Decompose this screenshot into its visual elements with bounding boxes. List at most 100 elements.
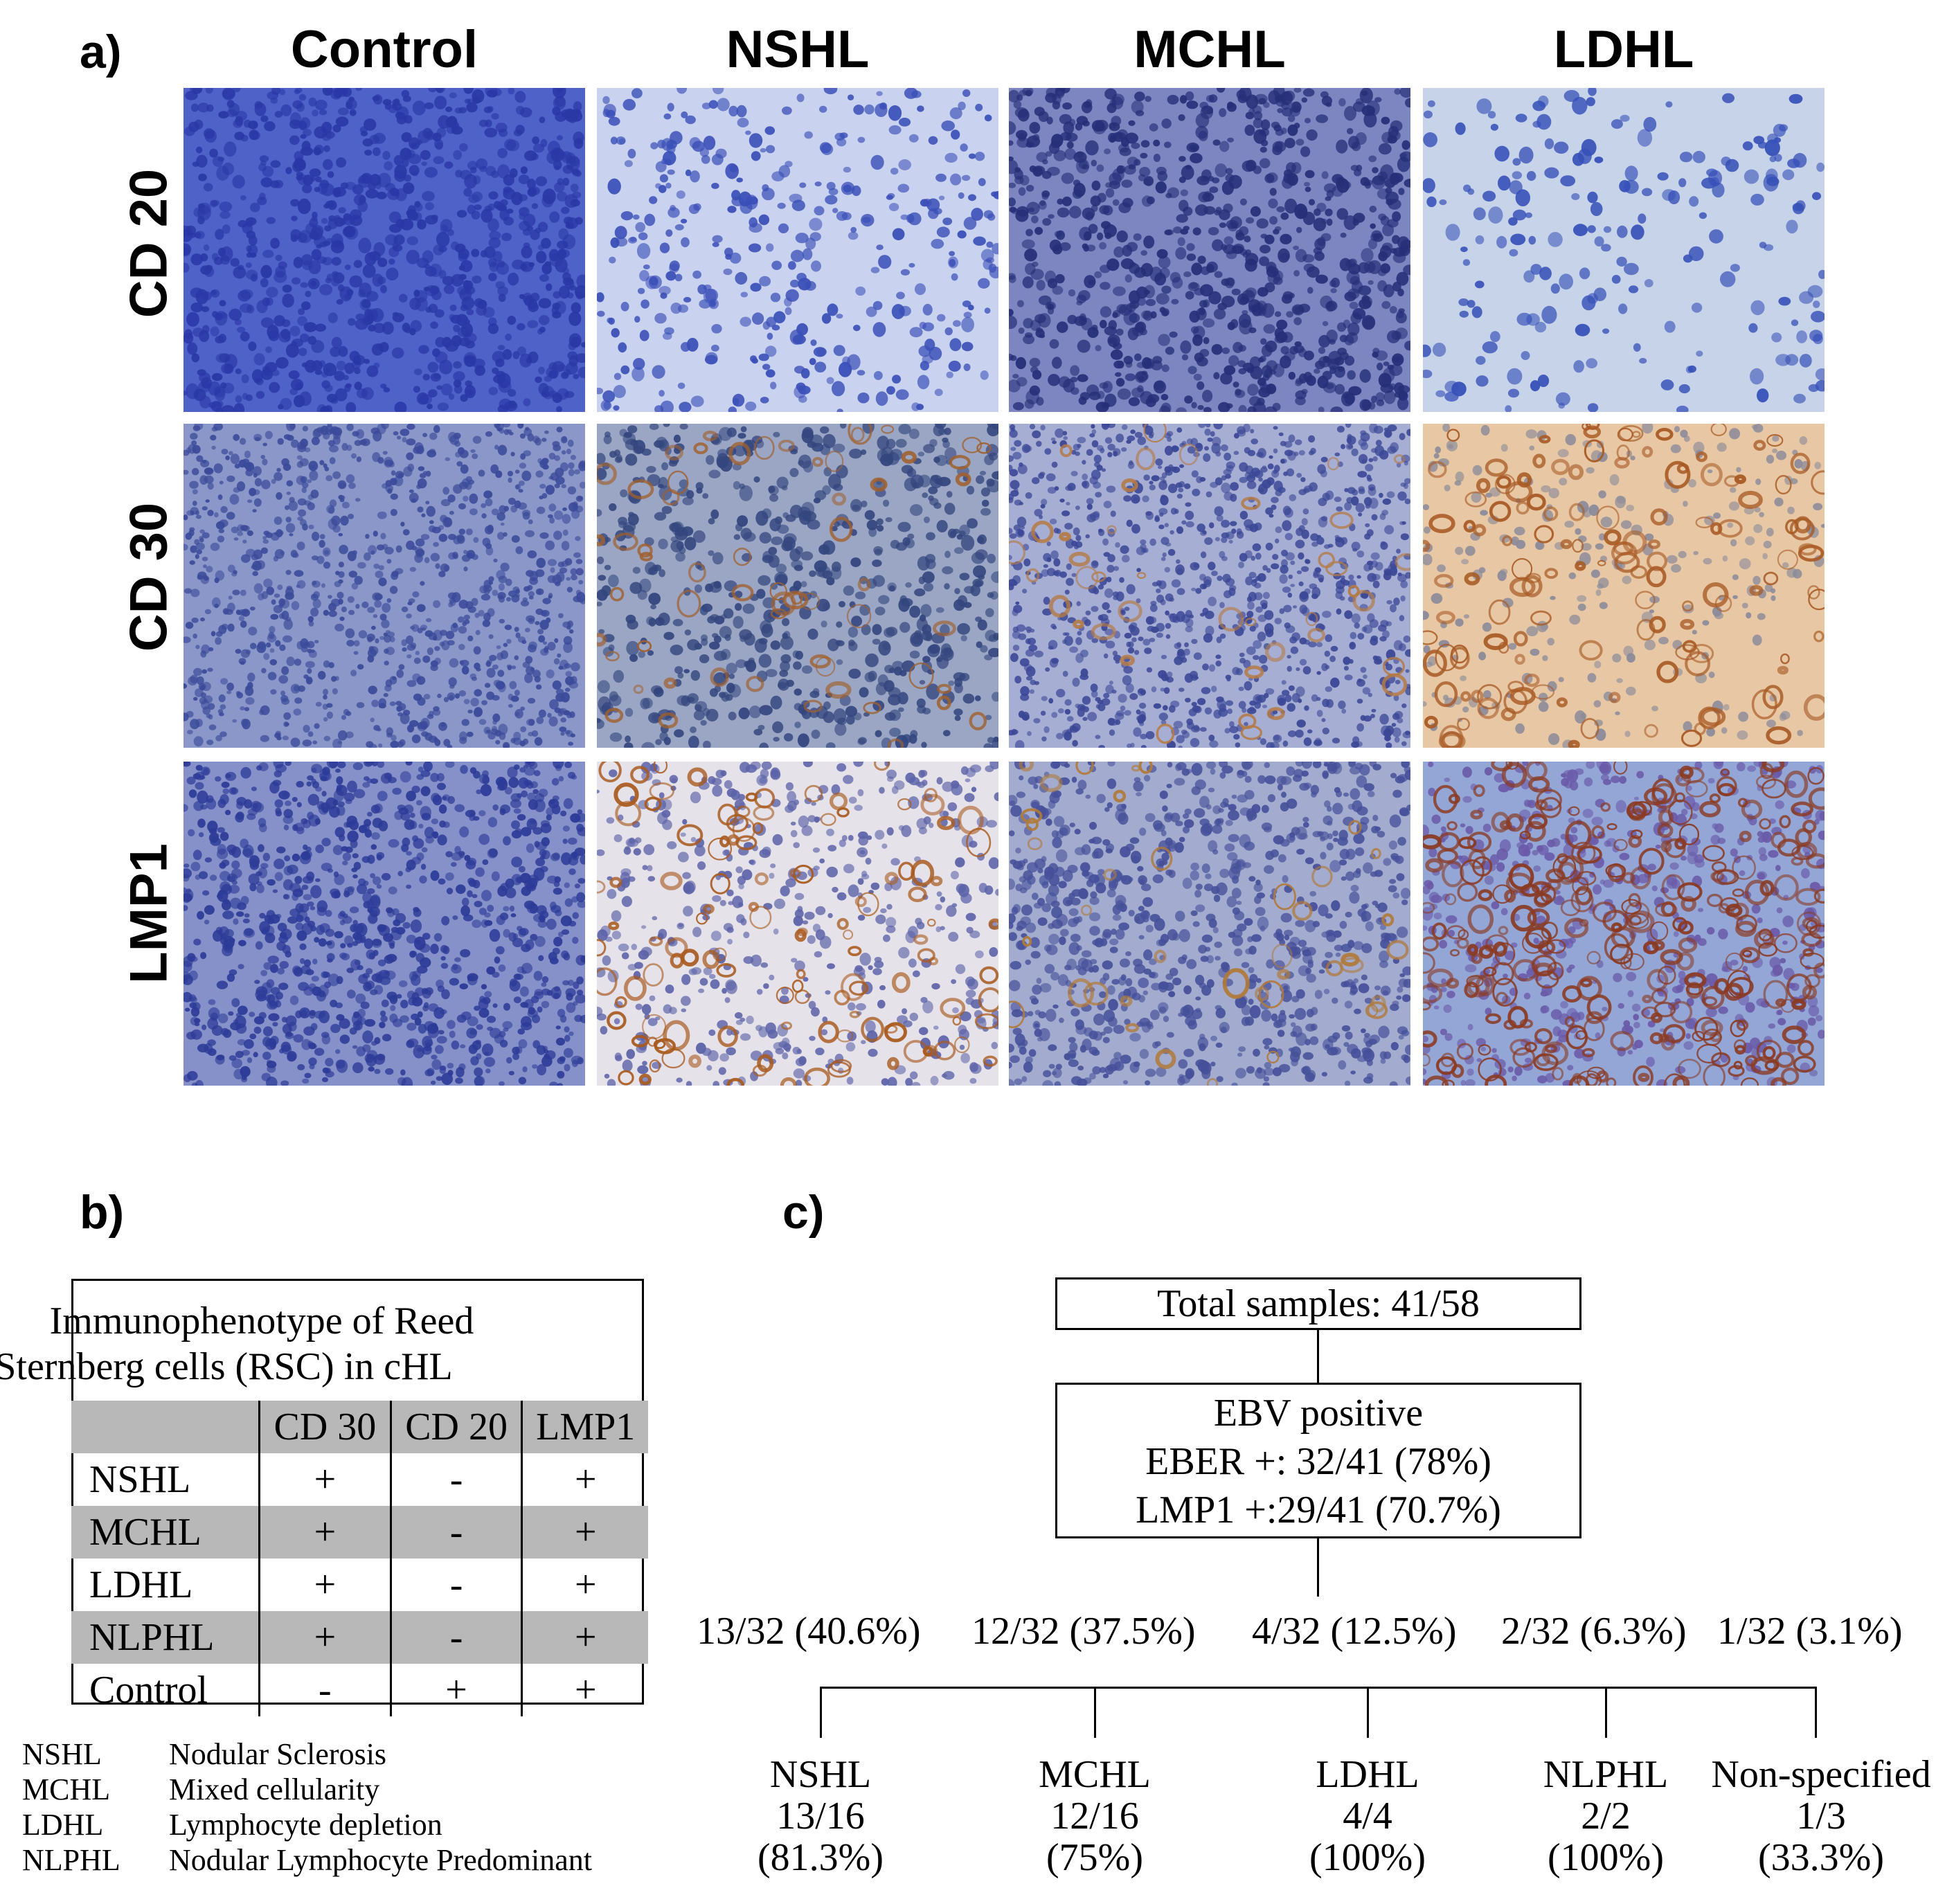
legend-full: Nodular Lymphocyte Predominant <box>169 1843 592 1877</box>
ebv-title: EBV positive <box>1213 1392 1424 1435</box>
table-header-row: CD 30 CD 20 LMP1 <box>71 1401 648 1453</box>
cell-cd20: - <box>389 1453 522 1506</box>
cell-lmp1: + <box>521 1453 648 1506</box>
cell-cd20: - <box>389 1559 522 1611</box>
cell-lmp1: + <box>521 1611 648 1664</box>
micrograph-lmp1-mchl <box>1009 762 1410 1086</box>
bracket-tick <box>1605 1687 1607 1738</box>
legend-item: NLPHL Nodular Lymphocyte Predominant <box>22 1842 592 1878</box>
legend-full: Lymphocyte depletion <box>169 1808 442 1842</box>
micrograph-lmp1-ldhl <box>1423 762 1825 1086</box>
table-header-empty <box>71 1401 260 1453</box>
table-row: NLPHL + - + <box>71 1611 648 1664</box>
row-name: MCHL <box>71 1506 260 1559</box>
leaf-name: NLPHL <box>1543 1753 1669 1796</box>
table-title: Immunophenotype of Reed Sternberg cells … <box>0 1298 532 1390</box>
legend-abbr: NSHL <box>22 1737 102 1771</box>
leaf-mchl: MCHL 12/16 (75%) <box>970 1754 1219 1878</box>
column-header-ldhl: LDHL <box>1553 20 1694 79</box>
legend-abbr: NLPHL <box>22 1843 120 1877</box>
abbreviation-legend: NSHL Nodular Sclerosis MCHL Mixed cellular… <box>22 1736 592 1878</box>
column-header-mchl: MCHL <box>1133 20 1286 79</box>
leaf-name: MCHL <box>1039 1753 1151 1796</box>
legend-full: Mixed cellularity <box>169 1772 380 1806</box>
legend-full: Nodular Sclerosis <box>169 1737 387 1771</box>
table-header-cd30: CD 30 <box>258 1401 391 1453</box>
percentage-mchl: 12/32 (37.5%) <box>971 1610 1196 1653</box>
bracket-tick <box>820 1687 822 1738</box>
row-name: NSHL <box>89 1458 191 1501</box>
legend-item: MCHL Mixed cellularity <box>22 1772 592 1807</box>
table-header-cd20: CD 20 <box>389 1401 522 1453</box>
leaf-ratio: 12/16 <box>1050 1795 1139 1838</box>
column-header-nshl: NSHL <box>726 20 870 79</box>
percentage-nshl: 13/32 (40.6%) <box>697 1610 921 1653</box>
leaf-pct: (81.3%) <box>758 1836 884 1879</box>
table-row: LDHL + - + <box>71 1559 648 1611</box>
micrograph-cd20-ldhl <box>1423 88 1825 412</box>
cell-cd30: + <box>258 1506 391 1559</box>
cell-cd30: + <box>258 1611 391 1664</box>
legend-item: NSHL Nodular Sclerosis <box>22 1736 592 1772</box>
table-header-lmp1: LMP1 <box>521 1401 648 1453</box>
leaf-name: LDHL <box>1316 1753 1419 1796</box>
leaf-non-specified: Non-specified 1/3 (33.3%) <box>1696 1754 1946 1878</box>
leaf-nlphl: NLPHL 2/2 (100%) <box>1481 1754 1730 1878</box>
panel-a-letter: a) <box>80 26 122 78</box>
ebv-positive-box: EBV positive EBER +: 32/41 (78%) LMP1 +:… <box>1055 1383 1581 1538</box>
bracket-horizontal <box>820 1687 1817 1689</box>
cell-lmp1: + <box>521 1664 648 1716</box>
leaf-name: NSHL <box>769 1753 872 1796</box>
immunophenotype-table: CD 30 CD 20 LMP1 NSHL + - + MCHL + - + L… <box>71 1401 648 1716</box>
table-row: NSHL + - + <box>71 1453 648 1506</box>
leaf-ratio: 2/2 <box>1581 1795 1631 1838</box>
cell-cd30: - <box>258 1664 391 1716</box>
legend-abbr: MCHL <box>22 1772 111 1806</box>
connector-line <box>1317 1538 1319 1597</box>
cell-lmp1: + <box>521 1506 648 1559</box>
leaf-pct: (100%) <box>1309 1836 1426 1879</box>
cell-cd30: + <box>258 1453 391 1506</box>
row-header-cd30: CD 30 <box>119 502 179 652</box>
percentage-nlphl: 2/32 (6.3%) <box>1501 1610 1687 1653</box>
micrograph-cd30-mchl <box>1009 424 1410 748</box>
row-name: NLPHL <box>71 1611 260 1664</box>
table-title-line2: Sternberg cells (RSC) in cHL <box>0 1345 453 1388</box>
micrograph-cd20-control <box>183 88 585 412</box>
bracket-tick <box>1815 1687 1817 1738</box>
bracket-tick <box>1367 1687 1369 1738</box>
micrograph-cd30-control <box>183 424 585 748</box>
leaf-ldhl: LDHL 4/4 (100%) <box>1243 1754 1492 1878</box>
leaf-ratio: 4/4 <box>1343 1795 1392 1838</box>
leaf-pct: (33.3%) <box>1758 1836 1884 1879</box>
legend-abbr: LDHL <box>22 1808 104 1842</box>
micrograph-cd30-nshl <box>597 424 998 748</box>
panel-c-letter: c) <box>782 1186 825 1239</box>
panel-b-letter: b) <box>80 1186 125 1239</box>
table-title-line1: Immunophenotype of Reed <box>49 1300 474 1342</box>
connector-line <box>1317 1330 1319 1383</box>
leaf-ratio: 1/3 <box>1796 1795 1846 1838</box>
cell-cd20: - <box>389 1611 522 1664</box>
row-header-cd20: CD 20 <box>119 168 179 318</box>
total-samples-box: Total samples: 41/58 <box>1055 1277 1581 1330</box>
leaf-pct: (100%) <box>1548 1836 1664 1879</box>
bracket-tick <box>1094 1687 1096 1738</box>
legend-item: LDHL Lymphocyte depletion <box>22 1807 592 1842</box>
leaf-name: Non-specified <box>1711 1753 1931 1796</box>
row-header-lmp1: LMP1 <box>119 843 179 984</box>
row-name: Control <box>89 1669 208 1712</box>
micrograph-cd20-nshl <box>597 88 998 412</box>
leaf-ratio: 13/16 <box>776 1795 865 1838</box>
leaf-pct: (75%) <box>1046 1836 1143 1879</box>
micrograph-cd30-ldhl <box>1423 424 1825 748</box>
percentage-ldhl: 4/32 (12.5%) <box>1252 1610 1457 1653</box>
percentage-non-specified: 1/32 (3.1%) <box>1717 1610 1903 1653</box>
cell-cd20: + <box>389 1664 522 1716</box>
column-header-control: Control <box>290 20 478 79</box>
row-name: LDHL <box>89 1563 193 1606</box>
cell-lmp1: + <box>521 1559 648 1611</box>
leaf-nshl: NSHL 13/16 (81.3%) <box>696 1754 945 1878</box>
table-row: Control - + + <box>71 1664 648 1716</box>
table-row: MCHL + - + <box>71 1506 648 1559</box>
